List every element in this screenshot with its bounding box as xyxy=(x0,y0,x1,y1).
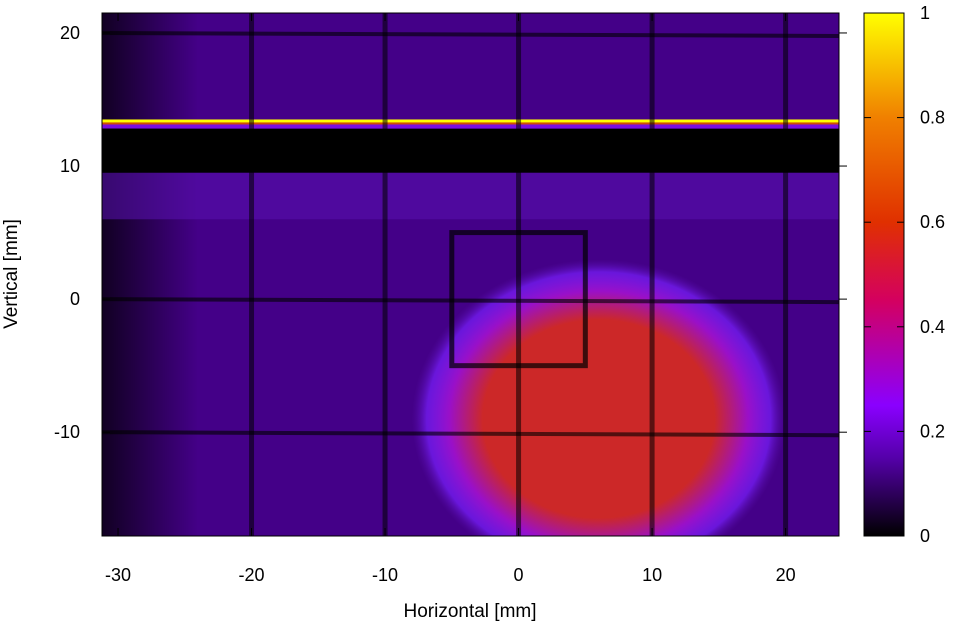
grid-shadow-horizontal xyxy=(102,30,839,38)
rectangle-outline xyxy=(449,230,588,369)
colorbar-tick-label: 0.2 xyxy=(920,421,945,441)
bright-line-edge xyxy=(102,122,839,125)
heatmap-image xyxy=(102,13,839,536)
colorbar-tick-label: 1 xyxy=(920,3,930,23)
colorbar-tick-label: 0.4 xyxy=(920,317,945,337)
x-tick-label: 20 xyxy=(776,565,796,585)
x-axis: -30 -20 -10 0 10 20 xyxy=(105,13,796,585)
y-axis: -10 0 10 20 xyxy=(54,23,847,442)
x-tick-label: 0 xyxy=(514,565,524,585)
grid-shadow-horizontal xyxy=(102,430,839,438)
colorbar xyxy=(863,12,905,537)
left-dark-region xyxy=(102,13,199,536)
bright-line-glow xyxy=(102,121,839,129)
x-tick-label: 10 xyxy=(642,565,662,585)
colorbar-tick-label: 0.8 xyxy=(920,108,945,128)
colorbar-tick-label: 0 xyxy=(920,526,930,546)
y-tick-label: 10 xyxy=(60,156,80,176)
grid-shadow-horizontal xyxy=(102,297,839,305)
plot-frame xyxy=(101,12,840,537)
x-tick-label: -20 xyxy=(239,565,265,585)
colorbar-axis: 0 0.2 0.4 0.6 0.8 1 xyxy=(864,3,945,546)
bright-region-below-band xyxy=(102,172,839,220)
x-axis-label: Horizontal [mm] xyxy=(403,601,536,622)
y-axis-label: Vertical [mm] xyxy=(1,219,22,329)
y-tick-label: 20 xyxy=(60,23,80,43)
dark-band xyxy=(102,128,839,173)
x-tick-label: -30 xyxy=(105,565,131,585)
colorbar-tick-label: 0.6 xyxy=(920,212,945,232)
y-tick-label: -10 xyxy=(54,422,80,442)
x-tick-label: -10 xyxy=(372,565,398,585)
bright-line xyxy=(102,119,839,123)
beam-spot xyxy=(411,259,786,536)
y-tick-label: 0 xyxy=(70,289,80,309)
